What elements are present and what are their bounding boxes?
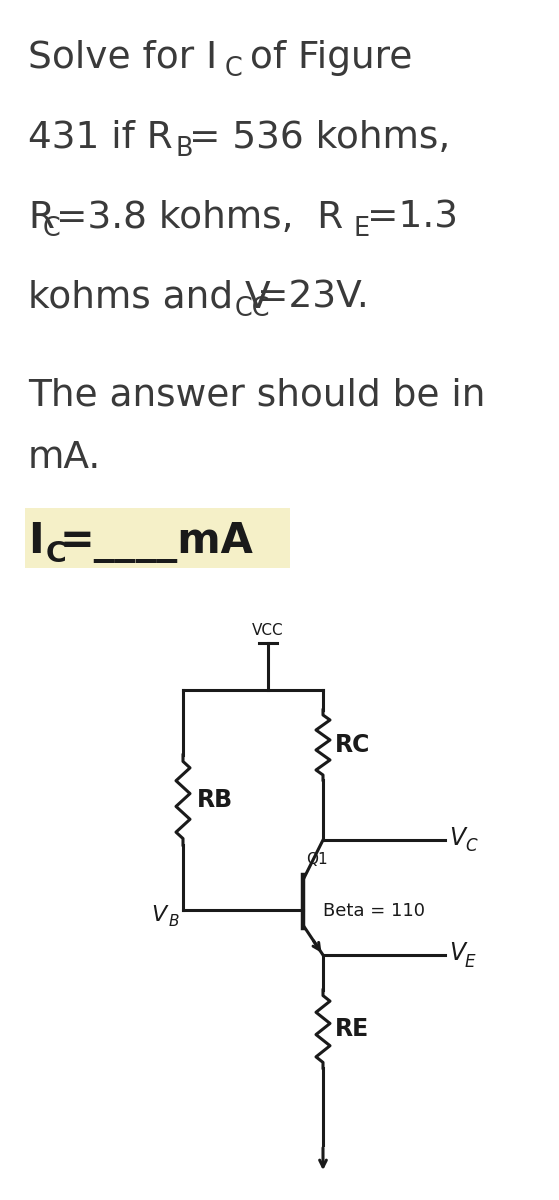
Text: I: I (28, 520, 44, 562)
Text: B: B (169, 914, 179, 930)
Text: V: V (449, 941, 465, 965)
Text: mA.: mA. (28, 440, 101, 476)
Text: C: C (46, 540, 67, 568)
Text: V: V (449, 826, 465, 850)
Text: B: B (176, 136, 193, 162)
Text: of Figure: of Figure (238, 40, 413, 76)
Text: Beta = 110: Beta = 110 (323, 902, 425, 920)
Text: =____mA: =____mA (60, 521, 254, 563)
Text: = 536 kohms,: = 536 kohms, (189, 120, 450, 156)
Text: 431 if R: 431 if R (28, 120, 173, 156)
Text: E: E (354, 216, 370, 241)
Text: =1.3: =1.3 (367, 200, 458, 236)
Text: CC: CC (235, 295, 271, 322)
Text: V: V (151, 905, 166, 925)
Text: Q1: Q1 (306, 852, 328, 866)
Text: RB: RB (197, 788, 233, 812)
Text: C: C (465, 838, 477, 854)
Text: C: C (225, 55, 243, 82)
Text: R: R (28, 200, 54, 236)
Text: E: E (465, 953, 476, 971)
Bar (25, 508, 290, 568)
Text: C: C (43, 216, 61, 241)
Text: =23V.: =23V. (257, 280, 369, 316)
Text: Solve for I: Solve for I (28, 40, 217, 76)
Text: RC: RC (335, 733, 371, 757)
Text: VCC: VCC (252, 623, 284, 638)
Text: =3.8 kohms,  R: =3.8 kohms, R (56, 200, 343, 236)
Text: RE: RE (335, 1018, 369, 1040)
Text: kohms and V: kohms and V (28, 280, 271, 316)
Text: The answer should be in: The answer should be in (28, 377, 485, 413)
